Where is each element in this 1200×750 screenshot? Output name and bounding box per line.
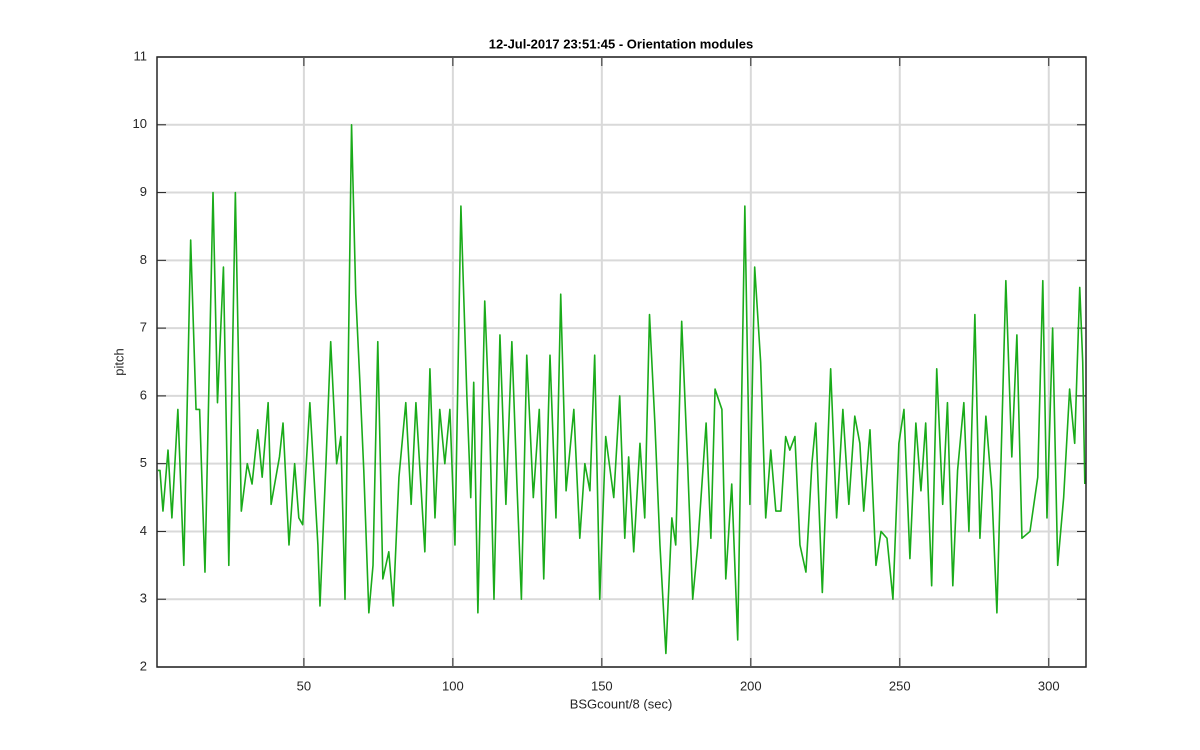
y-tick-label: 9 [140, 184, 147, 199]
x-tick-label: 100 [442, 678, 464, 693]
y-tick-label: 2 [140, 658, 147, 673]
chart-title: 12-Jul-2017 23:51:45 - Orientation modul… [489, 36, 753, 51]
x-tick-label: 200 [740, 678, 762, 693]
data-line [157, 123, 1086, 655]
x-tick-label: 300 [1038, 678, 1060, 693]
y-axis-label: pitch [111, 348, 126, 375]
y-tick-label: 10 [133, 116, 147, 131]
y-tick-label: 8 [140, 252, 147, 267]
x-axis-label: BSGcount/8 (sec) [570, 696, 673, 711]
y-tick-label: 11 [134, 48, 148, 63]
x-tick-label: 150 [591, 678, 613, 693]
axes-box [156, 56, 1087, 668]
x-tick-label: 50 [297, 678, 311, 693]
y-tick-label: 5 [140, 455, 147, 470]
y-tick-label: 7 [140, 320, 147, 335]
x-tick-label: 250 [889, 678, 911, 693]
y-tick-label: 3 [140, 591, 147, 606]
y-tick-label: 4 [140, 523, 147, 538]
plot-area [157, 57, 1086, 667]
y-tick-label: 6 [140, 387, 147, 402]
